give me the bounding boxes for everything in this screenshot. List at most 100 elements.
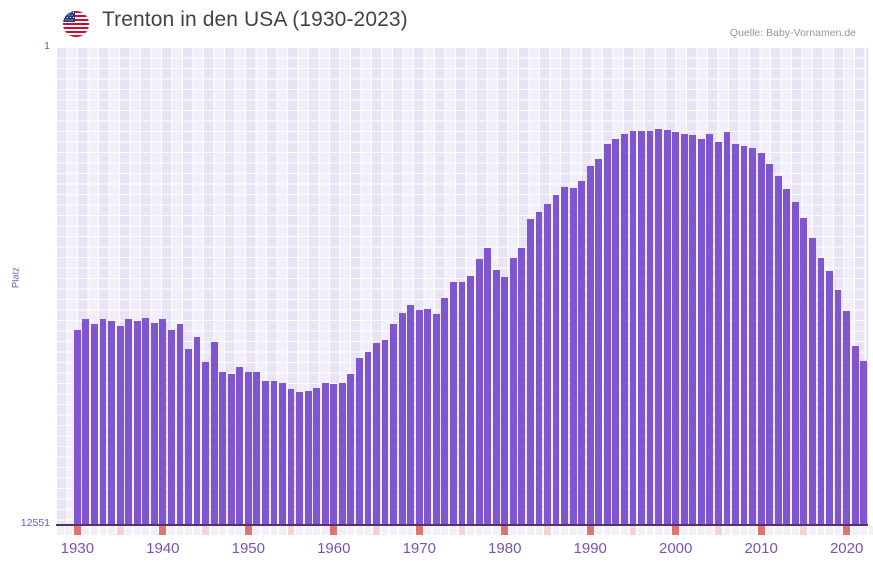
x-axis-tick — [458, 525, 466, 535]
y-axis-bottom-tick-label: 12551 — [20, 517, 50, 529]
bar — [458, 281, 466, 524]
x-axis-tick — [646, 525, 654, 535]
page-title: Trenton in den USA (1930-2023) — [102, 8, 408, 31]
x-axis-tick — [56, 525, 64, 535]
x-axis-tick — [629, 525, 637, 535]
bar — [73, 330, 81, 524]
bar — [706, 134, 714, 524]
x-axis-tick — [142, 525, 150, 535]
x-axis-tick — [595, 525, 603, 535]
bar — [313, 387, 321, 524]
x-axis-tick — [467, 525, 474, 535]
bar — [338, 382, 346, 524]
x-axis-tick — [663, 525, 671, 535]
x-axis-tick — [860, 525, 868, 535]
x-axis-tick-label: 1960 — [317, 540, 351, 557]
x-axis-tick — [774, 525, 782, 535]
bar — [432, 314, 440, 524]
bar — [150, 322, 158, 524]
x-axis-tick — [373, 525, 380, 535]
bar — [415, 309, 423, 524]
bar — [159, 319, 167, 524]
bar — [244, 372, 252, 524]
x-axis-tick — [125, 525, 133, 535]
bar — [561, 186, 568, 524]
bar — [364, 352, 372, 524]
bar — [834, 290, 842, 524]
x-axis-tick — [73, 525, 81, 535]
bar — [450, 281, 457, 524]
bar — [125, 319, 133, 524]
x-axis-tick-labels: 1930 1940 1950 1960 1970 1980 1990 2000 2010 2020 — [0, 540, 873, 565]
bar-series — [56, 47, 868, 524]
bar — [475, 258, 483, 524]
x-axis-tick — [791, 525, 799, 535]
x-axis-tick — [809, 525, 816, 535]
bar — [586, 166, 594, 524]
x-axis-tick — [432, 525, 440, 535]
x-axis-tick — [706, 525, 714, 535]
bar — [723, 132, 731, 524]
bar — [321, 382, 329, 524]
bar — [467, 276, 474, 524]
bar — [766, 164, 774, 524]
x-axis-tick — [501, 525, 509, 535]
x-axis-tick-label: 1990 — [573, 540, 607, 557]
x-axis-tick — [356, 525, 363, 535]
x-axis-tick — [279, 525, 286, 535]
x-axis-tick — [475, 525, 483, 535]
x-axis-tick — [176, 525, 184, 535]
bar — [595, 158, 603, 524]
x-axis-tick — [552, 525, 560, 535]
bar — [646, 130, 654, 524]
x-axis-tick-label: 1930 — [60, 540, 95, 557]
x-axis-tick-label: 2020 — [829, 540, 864, 557]
x-axis-tick — [338, 525, 346, 535]
bar — [287, 389, 295, 524]
bar — [210, 341, 218, 524]
x-axis-tick — [227, 525, 235, 535]
bar — [732, 143, 739, 524]
x-axis-tick — [569, 525, 577, 535]
x-axis-tick — [313, 525, 321, 535]
x-axis-tick — [287, 525, 295, 535]
x-axis-tick — [766, 525, 774, 535]
bar — [783, 189, 791, 524]
x-axis-tick — [834, 525, 842, 535]
bar — [407, 304, 415, 524]
bar — [167, 330, 175, 524]
x-axis-tick — [586, 525, 594, 535]
x-axis-tick — [484, 525, 492, 535]
x-axis-tick — [723, 525, 731, 535]
bar — [749, 147, 757, 524]
bar — [689, 135, 697, 524]
bar — [535, 211, 543, 524]
bar — [578, 181, 586, 524]
bar — [82, 319, 90, 524]
x-axis-tick — [390, 525, 398, 535]
bar — [569, 188, 577, 524]
bar — [185, 349, 192, 524]
x-axis-tick — [415, 525, 423, 535]
bar — [740, 145, 748, 524]
x-axis-tick — [91, 525, 98, 535]
bar — [544, 204, 551, 524]
x-axis-tick — [697, 525, 705, 535]
x-axis-tick — [253, 525, 261, 535]
bar — [860, 360, 868, 524]
bar — [526, 219, 534, 524]
x-axis-tick — [116, 525, 124, 535]
bar — [791, 201, 799, 524]
x-axis-tick — [561, 525, 568, 535]
x-axis-tick-label: 1980 — [488, 540, 522, 557]
bar — [518, 247, 526, 524]
bar — [304, 391, 312, 524]
bar — [270, 381, 278, 524]
bar — [501, 277, 509, 524]
x-axis-tick — [347, 525, 355, 535]
bar — [441, 297, 449, 524]
x-axis-tick — [689, 525, 697, 535]
y-axis-title: Platz — [10, 266, 22, 289]
bar — [715, 141, 722, 524]
